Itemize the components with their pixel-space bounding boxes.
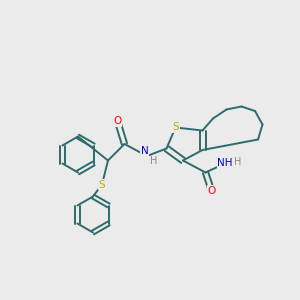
Text: H: H xyxy=(150,156,157,167)
Text: O: O xyxy=(113,116,121,126)
Text: NH: NH xyxy=(217,158,233,169)
Text: N: N xyxy=(141,146,148,157)
Text: O: O xyxy=(207,185,216,196)
Text: S: S xyxy=(172,122,179,133)
Text: H: H xyxy=(234,157,241,167)
Text: S: S xyxy=(99,179,105,190)
